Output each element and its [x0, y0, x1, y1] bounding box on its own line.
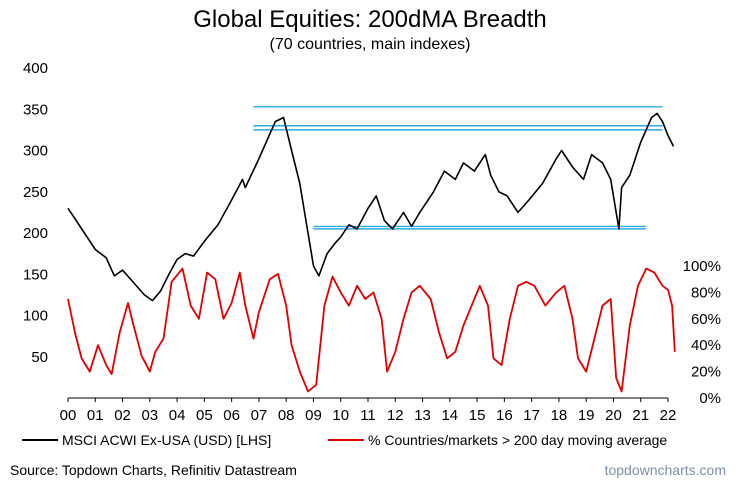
x-tick-label: 20	[605, 407, 622, 424]
chart-title: Global Equities: 200dMA Breadth	[193, 6, 547, 33]
x-tick-label: 05	[196, 407, 213, 424]
y-left-tick-label: 400	[23, 60, 48, 77]
x-tick-label: 10	[332, 407, 349, 424]
x-tick-label: 17	[523, 407, 540, 424]
y-right-tick-label: 40%	[691, 337, 721, 354]
x-tick-label: 18	[551, 407, 568, 424]
y-right-tick-label: 100%	[683, 258, 721, 275]
x-tick-label: 12	[387, 407, 404, 424]
series-line-breadth	[67, 267, 676, 393]
x-tick-label: 19	[578, 407, 595, 424]
x-tick-label: 15	[469, 407, 486, 424]
chart-subtitle: (70 countries, main indexes)	[269, 36, 471, 53]
y-left-tick-label: 300	[23, 143, 48, 160]
y-left-tick-label: 350	[23, 101, 48, 118]
y-left-tick-label: 200	[23, 225, 48, 242]
y-left-tick-label: 250	[23, 184, 48, 201]
x-tick-label: 03	[141, 407, 158, 424]
x-tick-label: 14	[441, 407, 458, 424]
x-tick-label: 09	[305, 407, 322, 424]
x-tick-label: 13	[414, 407, 431, 424]
watermark: topdowncharts.com	[604, 462, 726, 478]
x-tick-label: 01	[87, 407, 104, 424]
y-right-tick-label: 0%	[699, 390, 721, 407]
x-tick-label: 00	[60, 407, 77, 424]
legend-label-msci: MSCI ACWI Ex-USA (USD) [LHS]	[62, 432, 271, 448]
x-tick-label: 06	[223, 407, 240, 424]
x-tick-label: 11	[360, 407, 376, 424]
x-tick-label: 22	[660, 407, 677, 424]
source-note: Source: Topdown Charts, Refinitiv Datast…	[10, 462, 297, 478]
x-tick-label: 02	[114, 407, 131, 424]
y-right-tick-label: 20%	[691, 364, 721, 381]
y-left-tick-label: 100	[23, 308, 48, 325]
x-tick-label: 04	[169, 407, 186, 424]
y-left-tick-label: 150	[23, 266, 48, 283]
x-tick-label: 16	[496, 407, 513, 424]
y-right-tick-label: 80%	[691, 284, 721, 301]
x-tick-label: 08	[278, 407, 295, 424]
legend-label-breadth: % Countries/markets > 200 day moving ave…	[368, 432, 667, 448]
x-tick-label: 21	[632, 407, 649, 424]
series-line-msci	[67, 112, 675, 302]
y-left-tick-label: 50	[31, 349, 48, 366]
y-right-tick-label: 60%	[691, 311, 721, 328]
x-tick-label: 07	[251, 407, 268, 424]
